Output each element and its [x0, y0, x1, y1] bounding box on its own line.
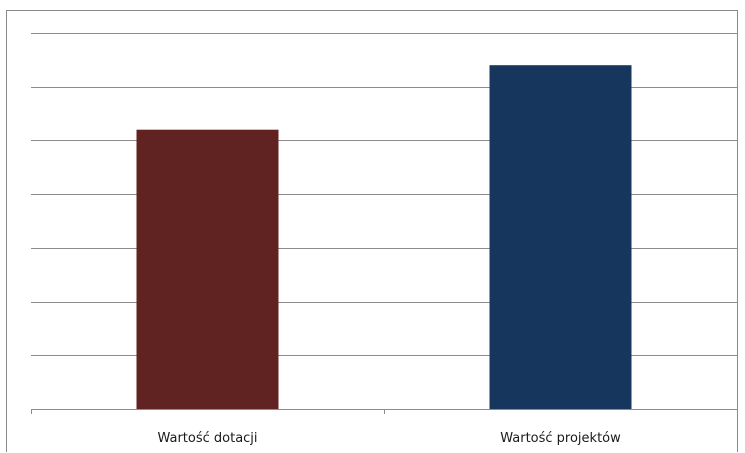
- bar-1: [136, 129, 279, 409]
- bar-2: [489, 65, 632, 409]
- x-tick-labels: Wartość dotacji Wartość projektów: [157, 431, 621, 446]
- x-axis: [31, 409, 738, 414]
- x-tick-label: Wartość dotacji: [157, 431, 257, 446]
- chart-frame: [6, 10, 738, 452]
- bars: [136, 65, 632, 409]
- x-tick-label: Wartość projektów: [500, 431, 621, 446]
